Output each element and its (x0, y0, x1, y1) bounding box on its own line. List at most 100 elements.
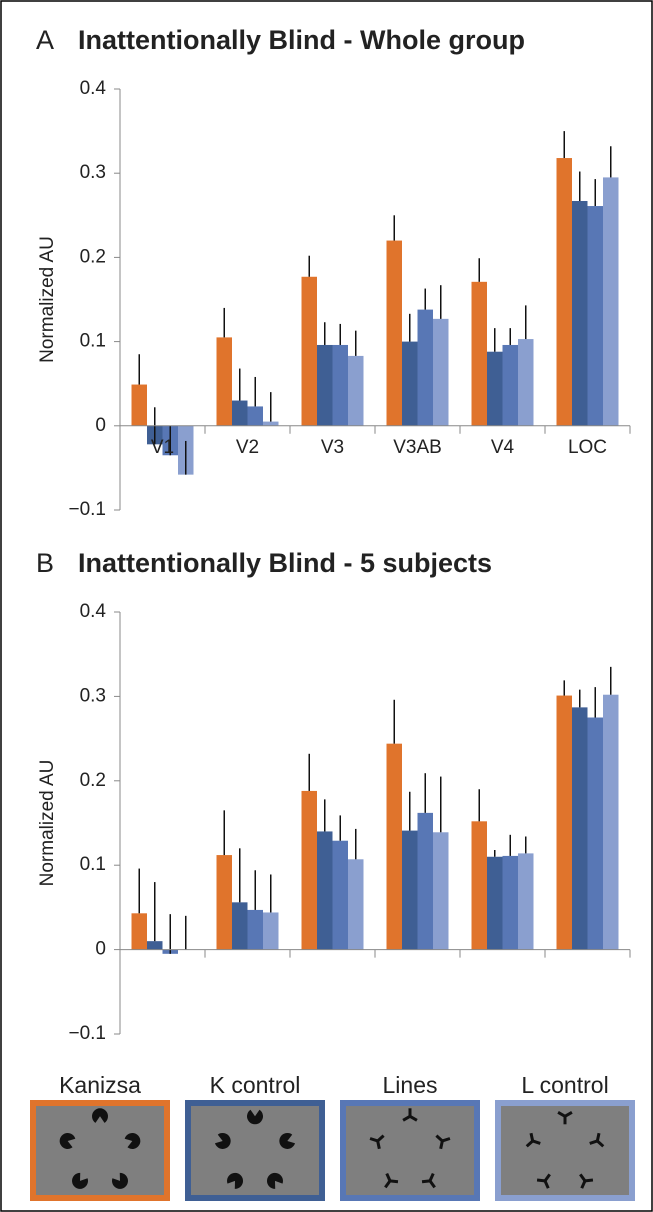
bar (386, 240, 402, 426)
bar (348, 355, 364, 426)
legend-label: L control (521, 1072, 608, 1098)
stroke (532, 1139, 541, 1145)
y-tick-label: −0.1 (68, 1023, 106, 1044)
line-inducer (525, 1132, 541, 1148)
bar (487, 351, 503, 426)
bar (417, 812, 433, 950)
legend-label: Lines (383, 1072, 438, 1098)
bar (587, 717, 603, 950)
y-tick-label: 0.1 (80, 854, 106, 875)
stroke (595, 1132, 601, 1142)
bar (131, 384, 147, 426)
bar (417, 309, 433, 426)
stroke (557, 1111, 566, 1118)
y-axis-label: Normalized AU (37, 760, 58, 887)
bar (232, 400, 248, 426)
stroke (389, 1179, 399, 1184)
stroke (564, 1111, 573, 1118)
chart-title: Inattentionally Blind - 5 subjects (78, 548, 492, 578)
bar (502, 344, 518, 426)
stroke (385, 1172, 392, 1182)
inducer (227, 1172, 244, 1189)
stroke (421, 1179, 431, 1184)
stroke (428, 1180, 436, 1189)
stroke (525, 1139, 534, 1148)
stroke (589, 1139, 598, 1145)
inducer (214, 1132, 231, 1149)
bar (263, 912, 279, 950)
stroke (580, 1180, 587, 1189)
y-tick-label: 0.4 (80, 601, 107, 622)
bar (587, 206, 603, 426)
stroke (384, 1180, 392, 1189)
bar (518, 339, 534, 426)
line-inducer (384, 1172, 399, 1189)
y-tick-label: 0.1 (80, 331, 106, 352)
bar (348, 859, 364, 950)
bar (487, 856, 503, 950)
bar (402, 830, 418, 950)
stroke (376, 1140, 381, 1150)
bar (556, 695, 572, 950)
line-inducer (421, 1172, 436, 1189)
bar (317, 344, 333, 426)
bar (232, 902, 248, 950)
x-tick-label: V4 (491, 437, 515, 458)
inducer (111, 1172, 128, 1189)
legend-swatch (30, 1100, 170, 1201)
y-tick-label: 0.4 (80, 78, 107, 99)
bar (502, 855, 518, 950)
bar (131, 913, 147, 950)
stroke (543, 1180, 550, 1189)
bar (471, 281, 487, 426)
y-axis-label: Normalized AU (37, 236, 58, 363)
line-inducer (369, 1134, 385, 1150)
stroke (428, 1172, 435, 1182)
stroke (536, 1178, 546, 1183)
bar (263, 421, 279, 426)
x-tick-label: LOC (568, 437, 607, 458)
y-tick-label: 0.3 (80, 162, 106, 183)
inducer (266, 1172, 283, 1189)
stroke (435, 1134, 444, 1143)
y-tick-label: 0 (95, 415, 106, 436)
line-inducer (536, 1173, 551, 1189)
bar (247, 406, 263, 426)
stroke (409, 1115, 418, 1122)
legend-swatch (340, 1100, 480, 1201)
legend-label: K control (210, 1072, 301, 1098)
x-tick-label: V2 (236, 437, 259, 458)
bar (572, 707, 588, 950)
bar (572, 200, 588, 426)
inducer (59, 1132, 76, 1149)
bar (216, 337, 232, 426)
panel-label: B (36, 548, 54, 578)
legend-label: Kanizsa (59, 1072, 141, 1098)
y-tick-label: 0.2 (80, 246, 106, 267)
stroke (402, 1115, 411, 1122)
panel-label: A (36, 25, 54, 55)
line-inducer (402, 1108, 418, 1122)
bar (471, 821, 487, 950)
stroke (584, 1178, 594, 1183)
stroke (596, 1139, 605, 1148)
bar (216, 855, 232, 950)
x-tick-label: V3AB (393, 437, 442, 458)
y-tick-label: 0.2 (80, 770, 106, 791)
bar (147, 941, 163, 950)
inducer (72, 1172, 89, 1189)
bar (603, 694, 619, 950)
y-tick-label: −0.1 (68, 499, 106, 520)
inducer (124, 1132, 141, 1149)
line-inducer (557, 1111, 573, 1125)
line-inducer (435, 1134, 451, 1150)
line-inducer (589, 1132, 605, 1148)
bar (433, 832, 449, 950)
bar (301, 276, 317, 426)
bar (556, 158, 572, 426)
stroke (369, 1137, 379, 1143)
bar (317, 831, 333, 950)
